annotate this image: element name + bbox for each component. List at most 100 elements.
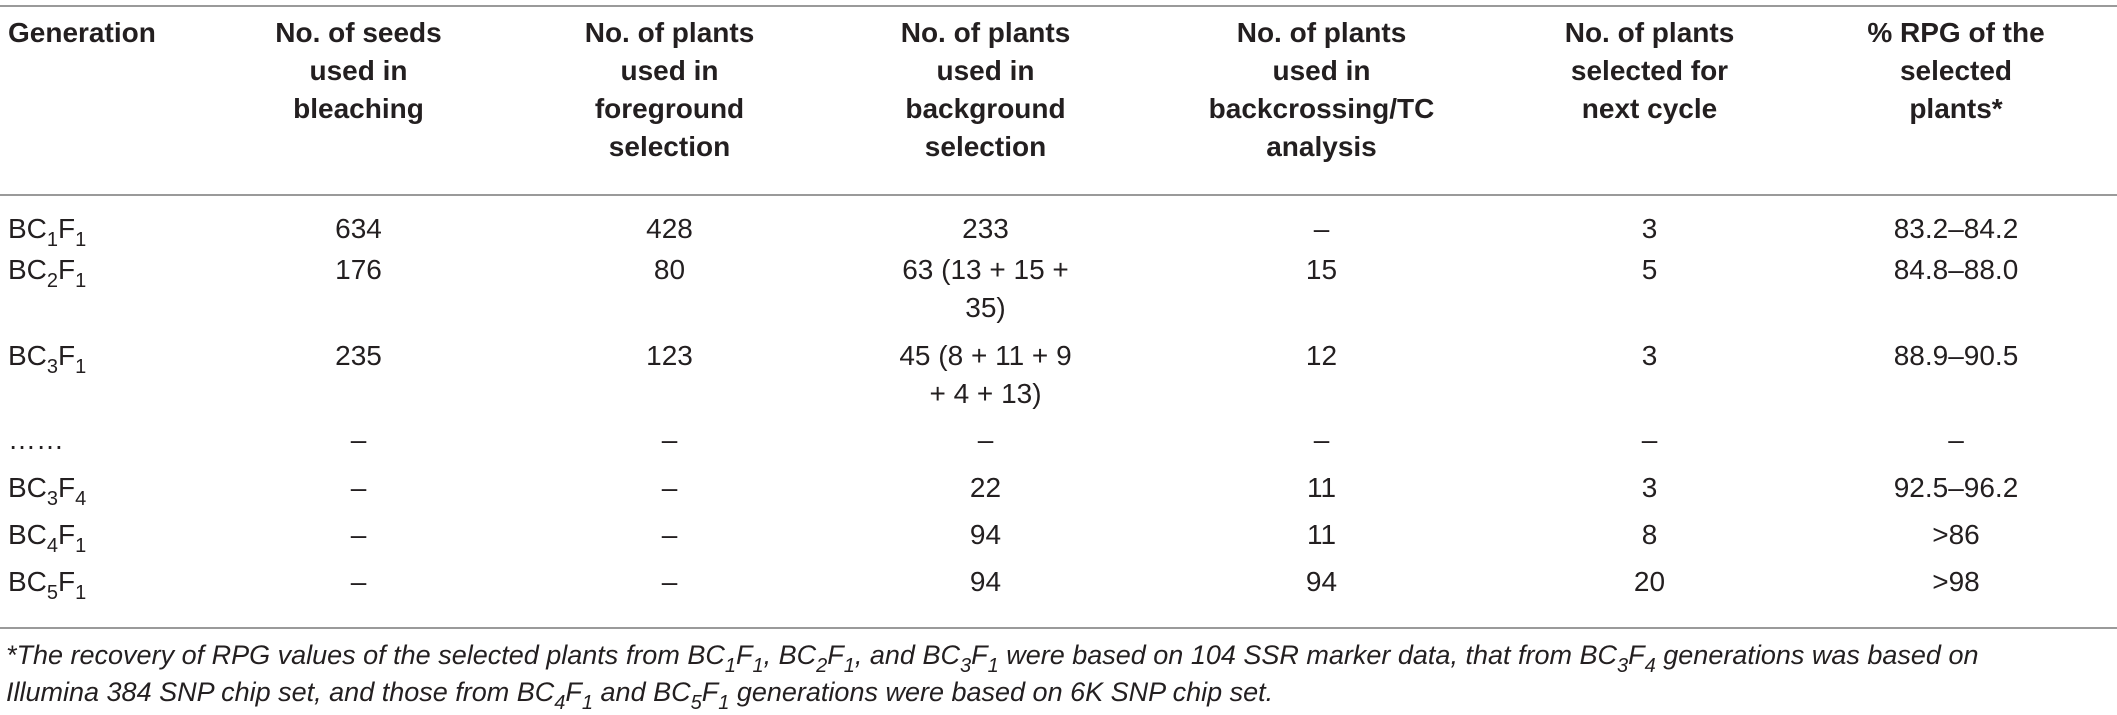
gen-subscript: 3 (959, 655, 972, 677)
foreground-cell: 80 (653, 254, 686, 285)
seeds-cell: 235 (335, 340, 382, 371)
footnote-text: generations was based on (1655, 640, 1979, 670)
gen-subscript: 4 (1644, 655, 1656, 677)
column-header: No. of plants selected for next cycle (1504, 14, 1795, 194)
foreground-cell: 428 (646, 213, 693, 244)
gen-subscript: 3 (1617, 655, 1629, 677)
cell-line: 45 (8 + 11 + 9 (899, 340, 1072, 371)
gen-base: F (58, 519, 76, 550)
header-line: used in (309, 55, 408, 86)
table-header-rule (0, 194, 2117, 196)
footnote-text: Illumina 384 SNP chip set, and those fro… (6, 677, 517, 707)
footnote-text: , and (854, 640, 923, 670)
gen-subscript: 1 (75, 270, 87, 292)
selected-cell: 8 (1641, 519, 1658, 550)
seeds-cell: 634 (335, 213, 382, 244)
header-line: bleaching (293, 93, 424, 124)
gen-base: F (58, 254, 76, 285)
header-line: selected for (1570, 55, 1729, 86)
background-cell: – (832, 421, 1139, 469)
data-table: Generation No. of seeds used in bleachin… (0, 14, 2117, 609)
cell-line: 35) (965, 292, 1006, 323)
gen-base: BC (1579, 640, 1618, 670)
foreground-cell: – (661, 566, 678, 597)
table-row: …… – – – – – – (0, 421, 2117, 469)
gen-base: BC (687, 640, 725, 670)
header-line: No. of plants (1564, 17, 1735, 48)
gen-base: BC (922, 640, 960, 670)
footnote-text: were based on 104 SSR marker data, that … (998, 640, 1580, 670)
table-row: BC1F1 634 428 233 – 3 83.2–84.2 (0, 194, 2117, 251)
selected-cell: 20 (1633, 566, 1666, 597)
backcrossing-cell: 12 (1305, 340, 1338, 371)
gen-base: BC (8, 213, 47, 244)
background-cell: 94 (832, 563, 1139, 609)
table-bottom-rule (0, 627, 2117, 629)
gen-subscript: 3 (46, 488, 59, 510)
footnote-text: , (763, 640, 779, 670)
header-line: plants* (1909, 93, 2003, 124)
cell-line: 233 (962, 213, 1009, 244)
foreground-cell: – (661, 519, 678, 550)
column-header: Generation (0, 14, 210, 194)
column-header: % RPG of the selected plants* (1795, 14, 2117, 194)
background-cell: 94 (832, 516, 1139, 563)
seeds-cell: – (350, 566, 367, 597)
rpg-cell: >98 (1932, 566, 1980, 597)
header-line: selection (924, 131, 1047, 162)
header-line: used in (620, 55, 719, 86)
header-line: % RPG of the (1867, 17, 2045, 48)
header-line: selection (608, 131, 731, 162)
cell-line: – (977, 424, 994, 455)
cell-line: 63 (13 + 15 + (902, 254, 1069, 285)
gen-subscript: 3 (46, 356, 59, 378)
gen-base: BC (8, 472, 47, 503)
cell-line: 22 (969, 472, 1002, 503)
generation-cell: …… (8, 424, 64, 455)
generation-cell: BC1F1 (0, 194, 210, 251)
rpg-cell: 92.5–96.2 (1893, 472, 2019, 503)
seeds-cell: – (350, 472, 367, 503)
foreground-cell: – (661, 472, 678, 503)
foreground-cell: – (661, 424, 678, 455)
footnote-text: and (593, 677, 654, 707)
backcrossing-cell: 15 (1305, 254, 1338, 285)
header-row: Generation No. of seeds used in bleachin… (0, 14, 2117, 194)
gen-base: BC (8, 340, 47, 371)
rpg-cell: 84.8–88.0 (1893, 254, 2019, 285)
generation-cell: BC4F1 (0, 516, 210, 563)
gen-subscript: 2 (816, 655, 828, 677)
table-footnote: *The recovery of RPG values of the selec… (6, 638, 2111, 714)
gen-base: F (827, 640, 844, 670)
header-line: selected (1899, 55, 2013, 86)
selected-cell: 3 (1641, 213, 1658, 244)
backcrossing-cell: 11 (1306, 519, 1337, 550)
gen-subscript: 1 (987, 655, 999, 677)
backcrossing-cell: – (1313, 213, 1330, 244)
cell-line: 94 (969, 519, 1002, 550)
generation-cell: BC3F4 (0, 469, 210, 516)
selected-cell: 3 (1641, 472, 1658, 503)
background-cell: 45 (8 + 11 + 9 + 4 + 13) (832, 337, 1139, 421)
backcrossing-cell: 94 (1305, 566, 1338, 597)
gen-subscript: 1 (752, 655, 764, 677)
gen-base: BC (653, 677, 691, 707)
gen-base: BC (8, 566, 47, 597)
gen-subscript: 1 (75, 582, 87, 604)
selected-cell: 3 (1641, 340, 1658, 371)
cell-line: + 4 + 13) (929, 378, 1042, 409)
rpg-cell: 88.9–90.5 (1893, 340, 2019, 371)
table-row: BC5F1 – – 94 94 20 >98 (0, 563, 2117, 609)
header-line: No. of plants (1236, 17, 1407, 48)
gen-subscript: 1 (581, 692, 594, 714)
table-row: BC2F1 176 80 63 (13 + 15 + 35) 15 5 84.8–… (0, 251, 2117, 337)
gen-subscript: 1 (724, 655, 736, 677)
gen-base: F (58, 566, 76, 597)
column-header: No. of plants used in foreground selecti… (507, 14, 832, 194)
seeds-cell: – (350, 519, 367, 550)
gen-subscript: 1 (843, 655, 855, 677)
gen-base: F (565, 677, 582, 707)
seeds-cell: 176 (335, 254, 382, 285)
cell-line: 94 (969, 566, 1002, 597)
header-line: used in (1272, 55, 1371, 86)
